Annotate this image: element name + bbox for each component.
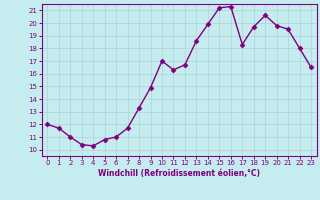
X-axis label: Windchill (Refroidissement éolien,°C): Windchill (Refroidissement éolien,°C) [98, 169, 260, 178]
